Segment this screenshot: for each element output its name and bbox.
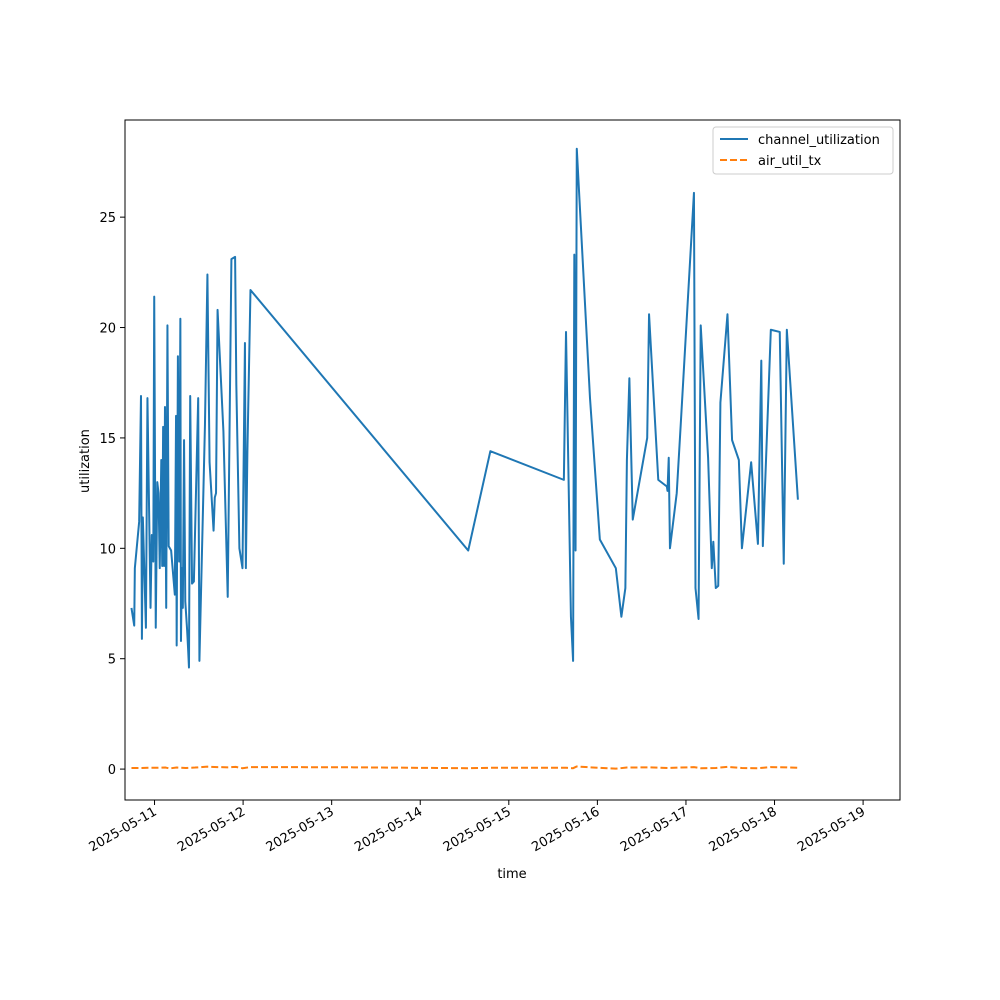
plot-area-frame [124,119,901,801]
y-axis-label: utilization [78,429,93,493]
y-tick-label: 0 [108,763,116,778]
legend-frame [712,126,894,175]
y-tick-label: 20 [99,322,116,337]
series-line-channel-utilization [130,147,799,669]
x-axis-label: time [497,867,526,882]
y-tick-label: 15 [99,432,116,447]
y-tick-label: 25 [99,211,116,226]
y-tick-label: 10 [99,542,116,557]
y-axis-ticks: 0 5 10 15 20 25 [99,211,125,778]
legend-label-channel-utilization: channel_utilization [758,133,880,148]
series-layer [130,147,799,770]
legend: channel_utilization air_util_tx [712,126,894,175]
series-line-air-util-tx [131,765,798,770]
legend-label-air-util-tx: air_util_tx [758,154,822,169]
y-tick-label: 5 [108,653,116,668]
